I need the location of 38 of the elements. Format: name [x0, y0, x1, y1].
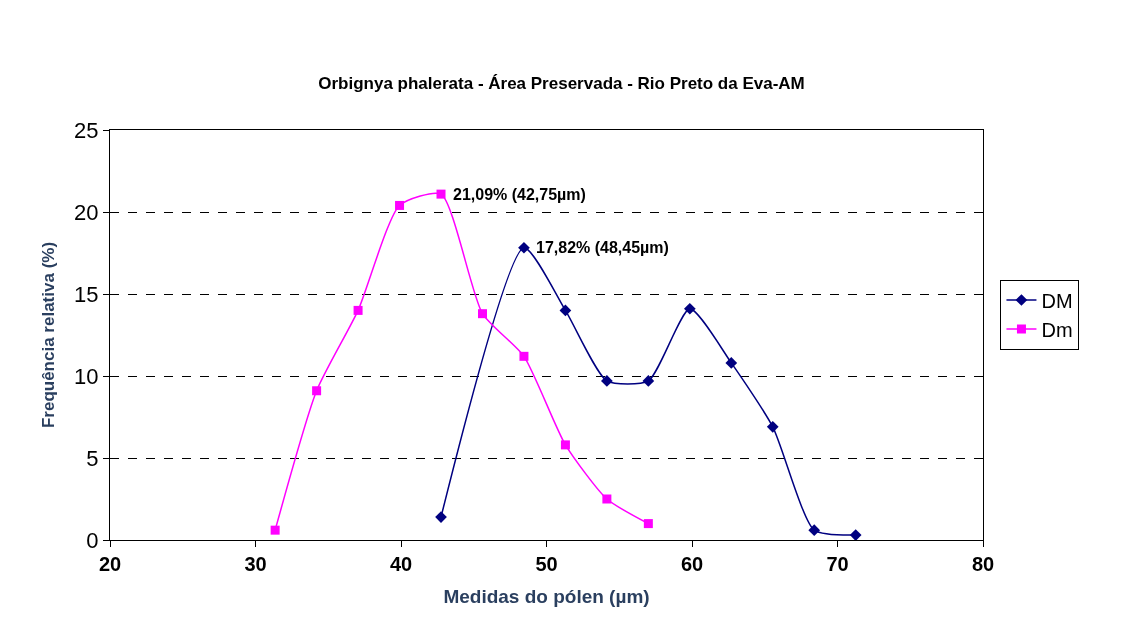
point	[602, 494, 612, 504]
point	[559, 304, 572, 317]
x-tick-label: 30	[244, 553, 267, 575]
point	[353, 305, 363, 315]
point	[560, 440, 570, 450]
chart-title: Orbignya phalerata - Área Preservada - Rio Preto da Eva-AM	[318, 73, 805, 93]
point	[766, 420, 779, 433]
point	[601, 375, 613, 387]
point	[642, 375, 655, 387]
x-tick-label: 70	[826, 553, 849, 575]
point	[395, 200, 405, 210]
point	[436, 189, 446, 199]
x-tick-label: 50	[535, 553, 558, 575]
point	[477, 309, 487, 319]
legend-label: DM	[1041, 289, 1073, 312]
y-tick-label: 5	[86, 445, 99, 471]
point	[519, 351, 529, 361]
point	[725, 357, 738, 369]
x-axis-title: Medidas do pólen (µm)	[443, 585, 650, 607]
x-tick-label: 80	[971, 553, 995, 575]
legend-label: Dm	[1041, 318, 1073, 341]
annotation: 17,82% (48,45µm)	[536, 239, 669, 256]
point	[808, 524, 821, 537]
y-tick-label: 25	[74, 117, 99, 143]
y-tick-label: 15	[74, 281, 99, 307]
y-axis-title: Frequência relativa (%)	[38, 241, 58, 429]
y-tick-label: 20	[74, 199, 99, 225]
x-tick-label: 60	[680, 553, 704, 575]
y-tick-label: 10	[74, 363, 99, 389]
annotation: 21,09% (42,75µm)	[453, 186, 586, 203]
y-tick-label: 0	[86, 527, 99, 553]
point	[849, 529, 862, 541]
point	[518, 241, 530, 254]
point	[683, 302, 696, 315]
point	[643, 519, 653, 529]
point	[312, 386, 322, 396]
point	[270, 525, 280, 535]
x-tick-label: 40	[389, 553, 413, 575]
